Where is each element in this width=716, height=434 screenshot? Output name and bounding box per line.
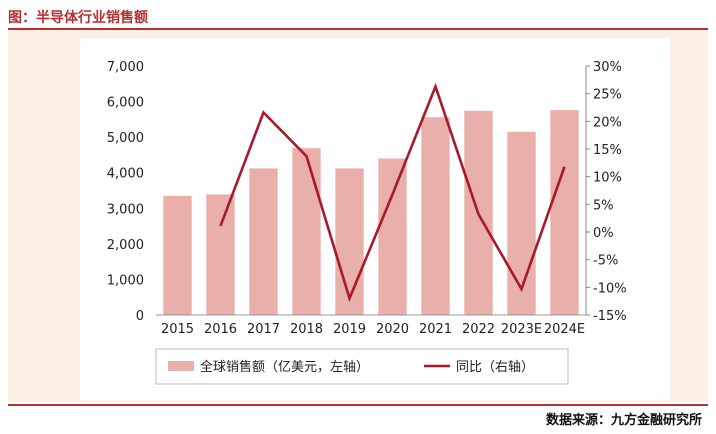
left-tick-label: 7,000 <box>107 60 144 75</box>
right-axis: -15% -10% -5% 0% 5% 10% 15% 20% 25% 30% <box>585 60 627 324</box>
bar <box>507 131 536 315</box>
left-tick-label: 6,000 <box>107 96 144 111</box>
x-tick-label: 2023E <box>501 322 542 337</box>
source-note: 数据来源：九方金融研究所 <box>545 413 702 428</box>
right-tick-label: -15% <box>593 309 627 324</box>
left-axis: 0 1,000 2,000 3,000 4,000 5,000 6,000 7,000 <box>107 60 144 324</box>
legend-bar-swatch <box>168 361 194 371</box>
left-tick-label: 5,000 <box>107 131 144 146</box>
title-bar: 图：半导体行业销售额 <box>8 4 708 30</box>
x-axis-labels: 2015 2016 2017 2018 2019 2020 2021 2022 2023E 202… <box>161 322 585 337</box>
bar <box>163 195 192 315</box>
x-tick-label: 2020 <box>376 322 409 337</box>
bar <box>550 110 579 315</box>
x-tick-label: 2022 <box>462 322 495 337</box>
x-tick-label: 2018 <box>290 322 323 337</box>
right-tick-label: 30% <box>593 60 622 75</box>
semiconductor-sales-chart: 0 1,000 2,000 3,000 4,000 5,000 6,000 7,000 -15… <box>107 60 627 385</box>
line-series <box>219 82 566 303</box>
bar <box>335 168 364 315</box>
bar <box>421 117 450 315</box>
legend-line-label: 同比（右轴） <box>456 360 534 375</box>
right-tick-label: 25% <box>593 88 622 103</box>
legend-box <box>155 348 569 385</box>
right-tick-label: 15% <box>593 143 622 158</box>
x-tick-label: 2021 <box>419 322 452 337</box>
left-tick-label: 4,000 <box>107 167 144 182</box>
legend-bar-label: 全球销售额（亿美元，左轴） <box>200 359 369 375</box>
right-tick-label: 0% <box>593 226 614 241</box>
left-tick-label: 0 <box>136 309 144 324</box>
right-tick-label: -10% <box>593 281 627 296</box>
left-tick-label: 1,000 <box>107 273 144 288</box>
legend: 全球销售额（亿美元，左轴） 同比（右轴） <box>155 348 569 385</box>
x-tick-label: 2024E <box>544 322 585 337</box>
right-tick-label: -5% <box>593 254 618 269</box>
bar-series <box>156 110 586 316</box>
left-tick-label: 3,000 <box>107 202 144 217</box>
x-tick-label: 2017 <box>247 322 280 337</box>
right-tick-label: 20% <box>593 115 622 130</box>
right-tick-label: 10% <box>593 171 622 186</box>
footer-divider <box>8 404 708 406</box>
left-tick-label: 2,000 <box>107 238 144 253</box>
x-tick-label: 2015 <box>161 322 194 337</box>
chart-frame: 0 1,000 2,000 3,000 4,000 5,000 6,000 7,000 -15… <box>8 30 708 402</box>
chart-area: 0 1,000 2,000 3,000 4,000 5,000 6,000 7,000 -15… <box>80 38 670 400</box>
x-tick-label: 2019 <box>333 322 366 337</box>
yoy-line <box>219 82 566 303</box>
bar <box>378 158 407 315</box>
bar <box>249 168 278 315</box>
bar <box>206 194 235 315</box>
figure-title: 图：半导体行业销售额 <box>8 10 148 26</box>
bar <box>292 148 321 315</box>
x-tick-label: 2016 <box>204 322 237 337</box>
right-tick-label: 5% <box>593 198 614 213</box>
